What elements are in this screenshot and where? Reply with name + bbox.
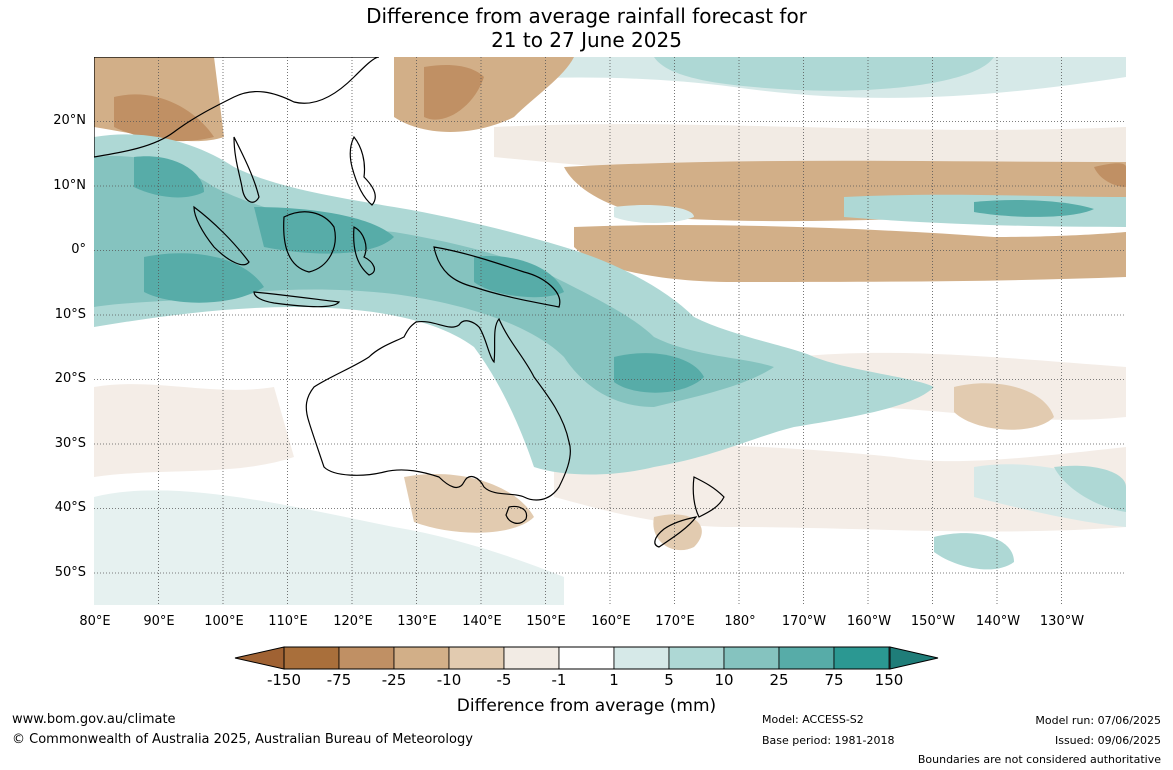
tasmania-coast <box>505 505 528 524</box>
lon-label-100e: 100°E <box>204 614 244 629</box>
new-zealand-north-coast <box>692 476 725 518</box>
sulawesi-coast <box>353 226 376 276</box>
asia-mainland-coast <box>94 57 380 158</box>
lat-label-10n: 10°N <box>53 178 86 193</box>
borneo-coast <box>283 211 336 273</box>
lon-label-160e: 160°E <box>591 614 631 629</box>
colorbar-cell <box>723 646 780 670</box>
colorbar-tick-label: -25 <box>381 671 407 689</box>
lon-label-160w: 160°W <box>846 614 892 629</box>
colorbar-tick-label: -5 <box>496 671 512 689</box>
lon-label-130w: 130°W <box>1039 614 1085 629</box>
colorbar-tick-label: 75 <box>824 671 844 689</box>
colorbar-cell <box>338 646 395 670</box>
colorbar-arrow-low <box>234 646 285 670</box>
lon-label-140e: 140°E <box>462 614 502 629</box>
colorbar-tick-label: 1 <box>609 671 619 689</box>
copyright-text: © Commonwealth of Australia 2025, Austra… <box>12 732 473 747</box>
lon-label-180: 180° <box>724 614 756 629</box>
colorbar-cell <box>283 646 340 670</box>
colorbar-tick-label: 25 <box>769 671 789 689</box>
colorbar <box>234 646 939 670</box>
colorbar-tick-label: -150 <box>266 671 302 689</box>
colorbar-cells <box>283 646 890 670</box>
lon-label-130e: 130°E <box>397 614 437 629</box>
colorbar-tick-label: -75 <box>326 671 352 689</box>
java-coast <box>253 291 341 308</box>
lon-label-170w: 170°W <box>781 614 827 629</box>
colorbar-tick-label: 150 <box>874 671 904 689</box>
lon-label-170e: 170°E <box>655 614 695 629</box>
model-name: Model: ACCESS-S2 <box>762 713 864 726</box>
map-canvas <box>94 57 1126 605</box>
colorbar-title: Difference from average (mm) <box>456 696 717 716</box>
map-gridlines <box>94 57 1126 605</box>
rainfall-anomaly-map <box>94 57 1126 605</box>
title-line-2: 21 to 27 June 2025 <box>491 28 682 52</box>
lon-label-140w: 140°W <box>975 614 1021 629</box>
title-line-1: Difference from average rainfall forecas… <box>366 4 807 28</box>
lon-label-80e: 80°E <box>79 614 111 629</box>
lat-label-30s: 30°S <box>54 436 86 451</box>
sumatra-coast <box>193 205 250 266</box>
new-guinea-coast <box>433 246 561 308</box>
colorbar-cell <box>503 646 560 670</box>
lat-label-50s: 50°S <box>54 565 86 580</box>
lon-label-150w: 150°W <box>910 614 956 629</box>
maritime-wet-region <box>94 134 934 475</box>
lat-label-40s: 40°S <box>54 500 86 515</box>
colorbar-arrow-high <box>889 646 939 670</box>
map-title: Difference from average rainfall forecas… <box>0 4 1173 52</box>
lat-label-20s: 20°S <box>54 371 86 386</box>
lon-label-120e: 120°E <box>333 614 373 629</box>
colorbar-cell <box>393 646 450 670</box>
australia-coast <box>305 317 571 501</box>
colorbar-cell <box>448 646 505 670</box>
lat-label-10s: 10°S <box>54 307 86 322</box>
philippines-coast <box>349 135 376 206</box>
colorbar-tick-label: -10 <box>436 671 462 689</box>
model-run-date: Model run: 07/06/2025 <box>1035 714 1161 727</box>
indochina-coast <box>233 136 260 203</box>
colorbar-cell <box>558 646 615 670</box>
new-zealand-south-coast <box>654 516 698 548</box>
boundaries-disclaimer: Boundaries are not considered authoritat… <box>917 753 1161 766</box>
northern-anomaly-bands <box>94 57 1126 282</box>
lat-label-20n: 20°N <box>53 113 86 128</box>
issued-date: Issued: 09/06/2025 <box>1054 734 1161 747</box>
lon-label-90e: 90°E <box>143 614 175 629</box>
base-period: Base period: 1981-2018 <box>762 734 895 747</box>
colorbar-cell <box>778 646 835 670</box>
lon-label-150e: 150°E <box>526 614 566 629</box>
colorbar-cell <box>668 646 725 670</box>
colorbar-cell <box>833 646 890 670</box>
website-link[interactable]: www.bom.gov.au/climate <box>12 712 176 727</box>
lat-label-equator: 0° <box>71 242 86 257</box>
colorbar-tick-label: -1 <box>551 671 567 689</box>
coastlines <box>94 57 725 548</box>
colorbar-tick-label: 10 <box>714 671 734 689</box>
southern-anomaly-patches <box>94 352 1126 605</box>
colorbar-tick-label: 5 <box>664 671 674 689</box>
lon-label-110e: 110°E <box>268 614 308 629</box>
colorbar-cell <box>613 646 670 670</box>
